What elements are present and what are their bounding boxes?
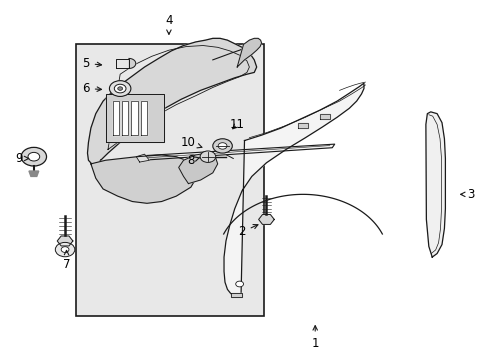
Polygon shape xyxy=(320,114,329,119)
Polygon shape xyxy=(116,59,129,68)
Polygon shape xyxy=(237,39,261,67)
Polygon shape xyxy=(122,101,128,135)
Text: 1: 1 xyxy=(311,326,318,350)
Circle shape xyxy=(218,143,226,149)
Polygon shape xyxy=(136,154,149,162)
Text: 7: 7 xyxy=(62,250,70,271)
Polygon shape xyxy=(129,58,136,68)
Polygon shape xyxy=(29,171,39,176)
Text: 6: 6 xyxy=(82,82,102,95)
Polygon shape xyxy=(178,153,217,184)
Polygon shape xyxy=(57,241,65,246)
Polygon shape xyxy=(142,144,334,160)
Text: 3: 3 xyxy=(460,188,474,201)
Bar xyxy=(76,44,264,316)
Text: 5: 5 xyxy=(82,57,102,70)
Polygon shape xyxy=(65,236,73,241)
Circle shape xyxy=(61,247,69,252)
Polygon shape xyxy=(65,241,73,246)
Text: 8: 8 xyxy=(187,154,200,167)
Polygon shape xyxy=(61,241,69,246)
Polygon shape xyxy=(298,123,307,128)
Polygon shape xyxy=(425,112,445,257)
Polygon shape xyxy=(262,215,270,220)
Circle shape xyxy=(21,147,46,166)
Polygon shape xyxy=(113,101,119,135)
Polygon shape xyxy=(141,101,147,135)
Polygon shape xyxy=(258,215,266,220)
Polygon shape xyxy=(262,220,270,224)
Text: 11: 11 xyxy=(229,118,244,131)
Circle shape xyxy=(235,281,243,287)
Polygon shape xyxy=(87,39,256,166)
Polygon shape xyxy=(258,220,266,224)
Circle shape xyxy=(200,151,215,162)
Polygon shape xyxy=(57,236,65,241)
Circle shape xyxy=(212,139,232,153)
Text: 2: 2 xyxy=(238,225,257,238)
Text: 9: 9 xyxy=(16,152,29,165)
Circle shape xyxy=(118,87,122,90)
Circle shape xyxy=(28,152,40,161)
Circle shape xyxy=(55,242,75,257)
Text: 10: 10 xyxy=(181,136,202,149)
Polygon shape xyxy=(266,215,274,220)
Polygon shape xyxy=(61,236,69,241)
Polygon shape xyxy=(131,101,138,135)
Polygon shape xyxy=(105,94,163,142)
Polygon shape xyxy=(224,83,363,296)
Polygon shape xyxy=(266,220,274,224)
Circle shape xyxy=(109,81,131,96)
Text: 4: 4 xyxy=(165,14,172,34)
Circle shape xyxy=(114,84,126,93)
Polygon shape xyxy=(230,293,242,297)
Polygon shape xyxy=(91,155,198,203)
